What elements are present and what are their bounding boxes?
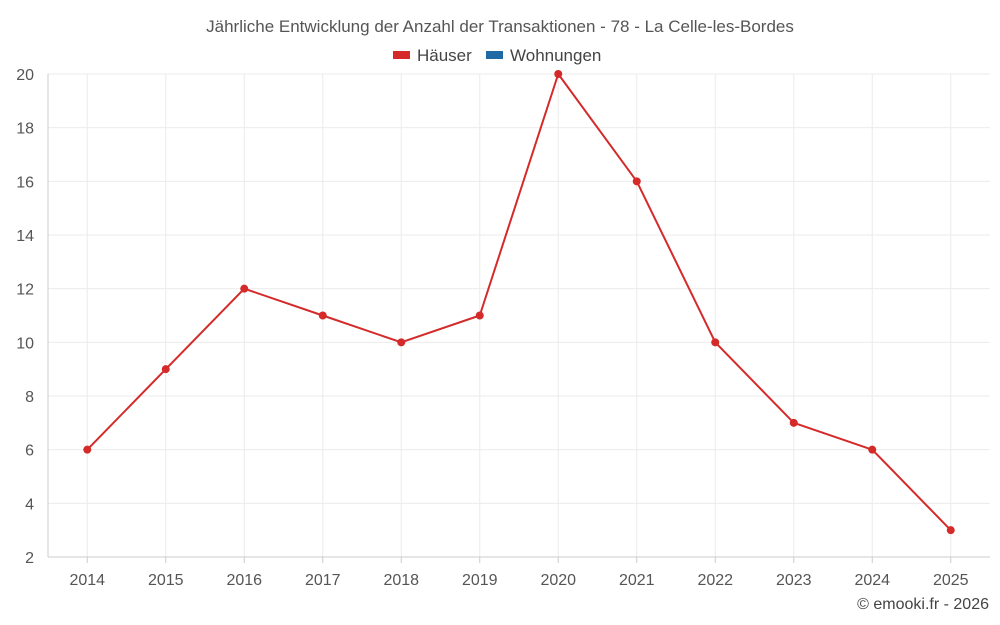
x-tick-label: 2021: [619, 572, 655, 589]
data-point: [318, 311, 327, 320]
y-tick-label: 20: [16, 67, 34, 84]
x-tick-label: 2015: [148, 572, 184, 589]
y-tick-label: 6: [25, 443, 34, 460]
y-tick-label: 8: [25, 389, 34, 406]
y-tick-label: 4: [25, 496, 34, 513]
y-tick-label: 14: [16, 228, 34, 245]
legend-item-houses[interactable]: Häuser: [393, 46, 472, 65]
axes: 2 4 6 8 10 12 14 16 18 20 2014 2015 2016 2017 2018 2019…: [16, 67, 990, 589]
data-point: [475, 311, 484, 320]
x-tick-label: 2024: [854, 572, 890, 589]
data-point: [946, 526, 955, 535]
x-tick-label: 2018: [383, 572, 419, 589]
data-point: [240, 284, 249, 293]
x-tick-label: 2016: [226, 572, 262, 589]
x-tick-label: 2025: [933, 572, 969, 589]
x-tick-label: 2014: [69, 572, 105, 589]
legend-item-apartments[interactable]: Wohnungen: [486, 46, 601, 65]
data-point: [397, 338, 406, 347]
data-point: [83, 445, 92, 454]
credit-text: © emooki.fr - 2026: [857, 596, 989, 613]
data-point: [632, 177, 641, 186]
legend-swatch-houses: [393, 51, 410, 59]
y-tick-label: 16: [16, 174, 34, 191]
x-tick-label: 2020: [540, 572, 576, 589]
grid: [48, 73, 990, 557]
legend-label-apartments: Wohnungen: [510, 46, 601, 65]
y-tick-label: 2: [25, 550, 34, 567]
legend-swatch-apartments: [486, 51, 503, 59]
series: [83, 70, 955, 535]
x-tick-label: 2019: [462, 572, 498, 589]
legend-label-houses: Häuser: [417, 46, 472, 65]
chart-title: Jährliche Entwicklung der Anzahl der Tra…: [206, 17, 794, 36]
data-point: [711, 338, 720, 347]
x-tick-label: 2017: [305, 572, 341, 589]
y-tick-label: 12: [16, 282, 34, 299]
data-point: [868, 445, 877, 454]
data-point: [789, 418, 798, 427]
y-tick-label: 10: [16, 335, 34, 352]
data-point: [554, 70, 563, 78]
series-line-0: [86, 73, 952, 531]
y-tick-label: 18: [16, 121, 34, 138]
legend: Häuser Wohnungen: [393, 46, 601, 65]
data-point: [161, 365, 170, 374]
x-tick-label: 2022: [697, 572, 733, 589]
x-tick-label: 2023: [776, 572, 812, 589]
